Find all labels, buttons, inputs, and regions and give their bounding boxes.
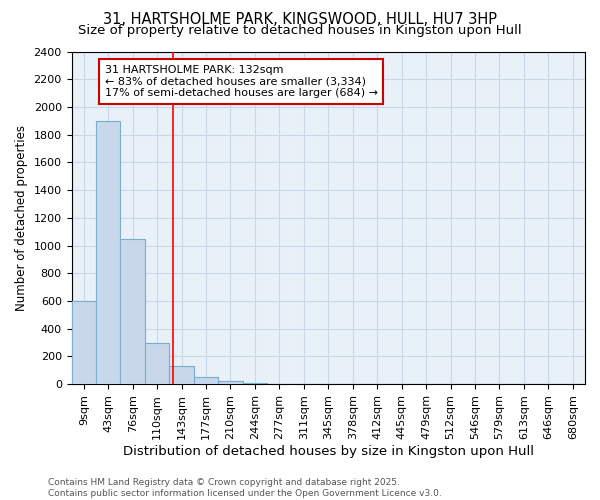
Bar <box>96 121 121 384</box>
Bar <box>145 342 169 384</box>
Y-axis label: Number of detached properties: Number of detached properties <box>15 125 28 311</box>
Bar <box>121 238 145 384</box>
X-axis label: Distribution of detached houses by size in Kingston upon Hull: Distribution of detached houses by size … <box>123 444 534 458</box>
Text: Size of property relative to detached houses in Kingston upon Hull: Size of property relative to detached ho… <box>78 24 522 37</box>
Bar <box>218 382 242 384</box>
Bar <box>194 377 218 384</box>
Text: 31, HARTSHOLME PARK, KINGSWOOD, HULL, HU7 3HP: 31, HARTSHOLME PARK, KINGSWOOD, HULL, HU… <box>103 12 497 28</box>
Bar <box>71 301 96 384</box>
Text: 31 HARTSHOLME PARK: 132sqm
← 83% of detached houses are smaller (3,334)
17% of s: 31 HARTSHOLME PARK: 132sqm ← 83% of deta… <box>105 65 378 98</box>
Bar <box>242 382 267 384</box>
Text: Contains HM Land Registry data © Crown copyright and database right 2025.
Contai: Contains HM Land Registry data © Crown c… <box>48 478 442 498</box>
Bar <box>169 366 194 384</box>
